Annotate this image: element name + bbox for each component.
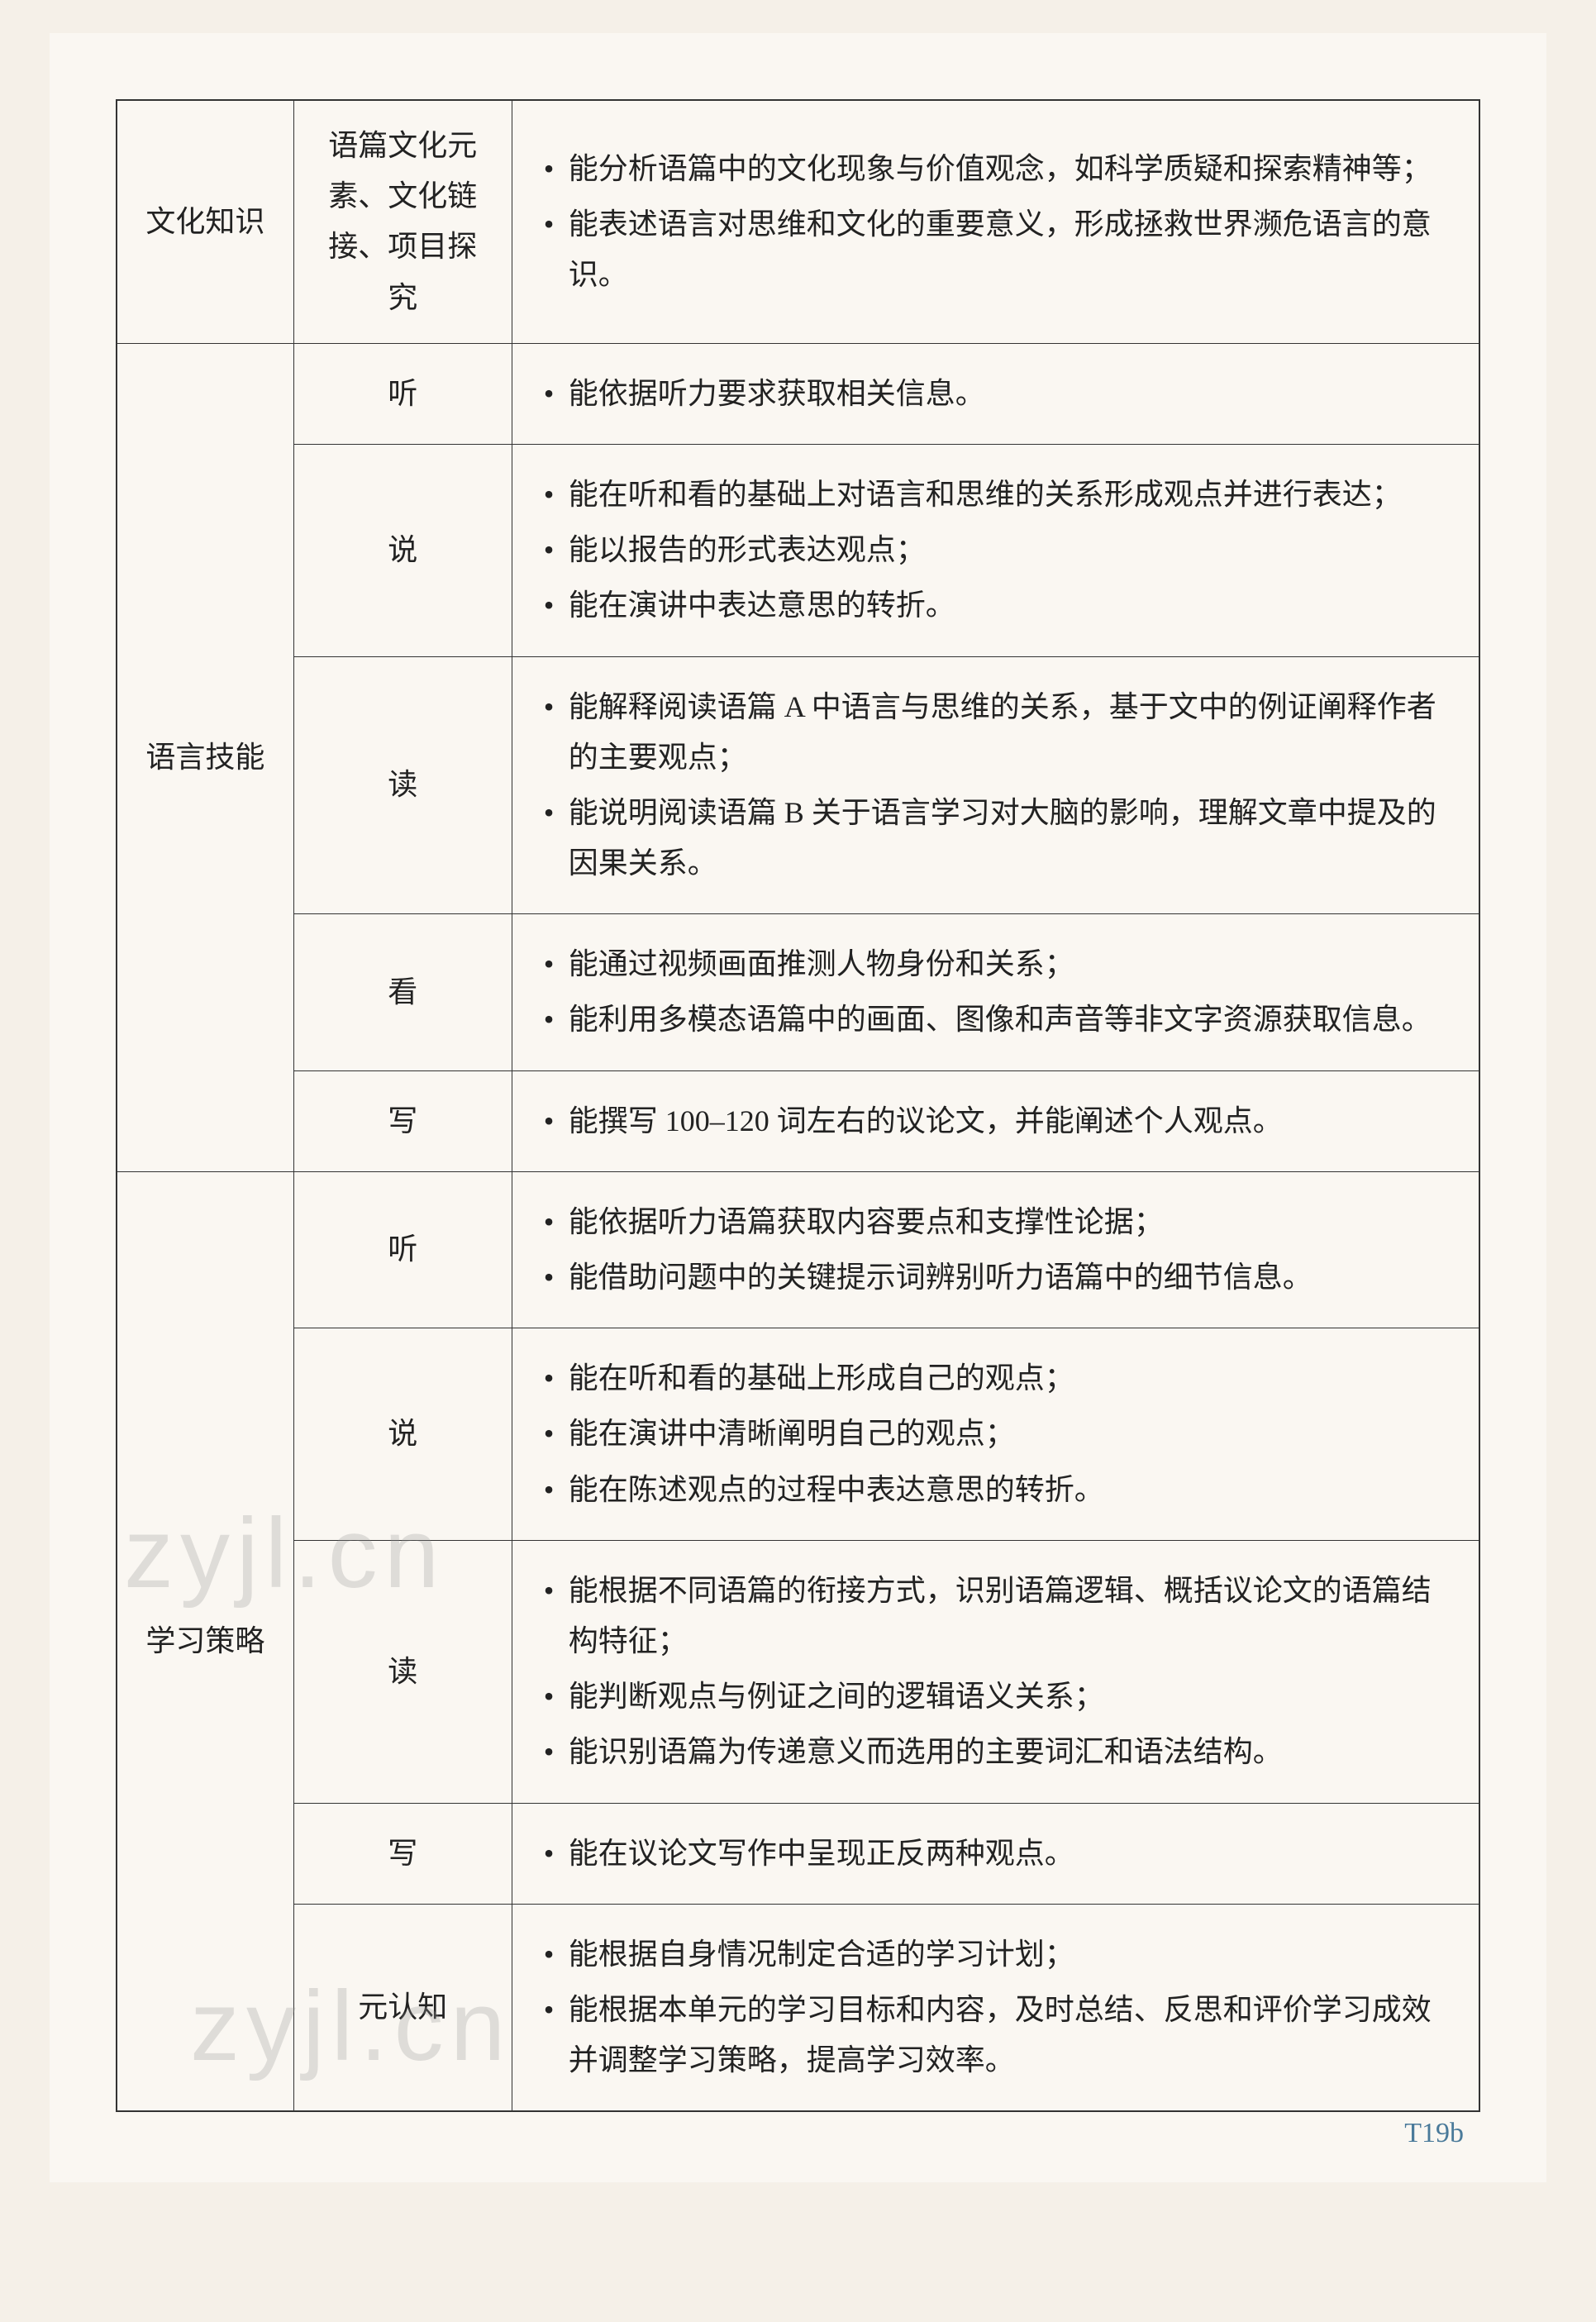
bullet-list: 能根据自身情况制定合适的学习计划； 能根据本单元的学习目标和内容，及时总结、反思… — [536, 1929, 1455, 2086]
list-item: 能依据听力要求获取相关信息。 — [536, 369, 1455, 419]
list-item: 能撰写 100–120 词左右的议论文，并能阐述个人观点。 — [536, 1096, 1455, 1147]
list-item: 能以报告的形式表达观点； — [536, 525, 1455, 575]
curriculum-table: 文化知识 语篇文化元素、文化链接、项目探究 能分析语篇中的文化现象与价值观念，如… — [116, 99, 1480, 2112]
list-item: 能表述语言对思维和文化的重要意义，形成拯救世界濒危语言的意识。 — [536, 199, 1455, 300]
table-row: 语言技能 听 能依据听力要求获取相关信息。 — [117, 343, 1479, 444]
content-cell: 能解释阅读语篇 A 中语言与思维的关系，基于文中的例证阐释作者的主要观点； 能说… — [512, 656, 1479, 914]
bullet-list: 能通过视频画面推测人物身份和关系； 能利用多模态语篇中的画面、图像和声音等非文字… — [536, 939, 1455, 1045]
list-item: 能依据听力语篇获取内容要点和支撑性论据； — [536, 1197, 1455, 1247]
subcategory-cell: 听 — [293, 343, 512, 444]
list-item: 能解释阅读语篇 A 中语言与思维的关系，基于文中的例证阐释作者的主要观点； — [536, 682, 1455, 783]
list-item: 能在演讲中清晰阐明自己的观点； — [536, 1409, 1455, 1459]
content-cell: 能依据听力语篇获取内容要点和支撑性论据； 能借助问题中的关键提示词辨别听力语篇中… — [512, 1171, 1479, 1328]
page-container: 文化知识 语篇文化元素、文化链接、项目探究 能分析语篇中的文化现象与价值观念，如… — [50, 33, 1546, 2182]
bullet-list: 能在听和看的基础上形成自己的观点； 能在演讲中清晰阐明自己的观点； 能在陈述观点… — [536, 1353, 1455, 1515]
content-cell: 能撰写 100–120 词左右的议论文，并能阐述个人观点。 — [512, 1070, 1479, 1171]
subcategory-cell: 听 — [293, 1171, 512, 1328]
content-cell: 能根据不同语篇的衔接方式，识别语篇逻辑、概括议论文的语篇结构特征； 能判断观点与… — [512, 1540, 1479, 1803]
list-item: 能分析语篇中的文化现象与价值观念，如科学质疑和探索精神等； — [536, 144, 1455, 194]
list-item: 能在议论文写作中呈现正反两种观点。 — [536, 1829, 1455, 1879]
page-number: T19b — [1404, 2118, 1464, 2149]
bullet-list: 能在听和看的基础上对语言和思维的关系形成观点并进行表达； 能以报告的形式表达观点… — [536, 470, 1455, 632]
table-row: 写 能在议论文写作中呈现正反两种观点。 — [117, 1803, 1479, 1904]
category-cell: 语言技能 — [117, 343, 293, 1171]
list-item: 能借助问题中的关键提示词辨别听力语篇中的细节信息。 — [536, 1252, 1455, 1303]
list-item: 能利用多模态语篇中的画面、图像和声音等非文字资源获取信息。 — [536, 994, 1455, 1045]
bullet-list: 能在议论文写作中呈现正反两种观点。 — [536, 1829, 1455, 1879]
table-row: 读 能解释阅读语篇 A 中语言与思维的关系，基于文中的例证阐释作者的主要观点； … — [117, 656, 1479, 914]
subcategory-cell: 语篇文化元素、文化链接、项目探究 — [293, 100, 512, 343]
bullet-list: 能撰写 100–120 词左右的议论文，并能阐述个人观点。 — [536, 1096, 1455, 1147]
content-cell: 能根据自身情况制定合适的学习计划； 能根据本单元的学习目标和内容，及时总结、反思… — [512, 1904, 1479, 2111]
category-cell: 学习策略 — [117, 1171, 293, 2111]
list-item: 能在演讲中表达意思的转折。 — [536, 580, 1455, 631]
subcategory-cell: 说 — [293, 1328, 512, 1541]
subcategory-cell: 元认知 — [293, 1904, 512, 2111]
bullet-list: 能分析语篇中的文化现象与价值观念，如科学质疑和探索精神等； 能表述语言对思维和文… — [536, 144, 1455, 301]
list-item: 能根据不同语篇的衔接方式，识别语篇逻辑、概括议论文的语篇结构特征； — [536, 1566, 1455, 1666]
subcategory-cell: 看 — [293, 914, 512, 1070]
table-row: 看 能通过视频画面推测人物身份和关系； 能利用多模态语篇中的画面、图像和声音等非… — [117, 914, 1479, 1070]
bullet-list: 能依据听力语篇获取内容要点和支撑性论据； 能借助问题中的关键提示词辨别听力语篇中… — [536, 1197, 1455, 1303]
table-row: 说 能在听和看的基础上对语言和思维的关系形成观点并进行表达； 能以报告的形式表达… — [117, 444, 1479, 656]
list-item: 能判断观点与例证之间的逻辑语义关系； — [536, 1671, 1455, 1722]
subcategory-cell: 写 — [293, 1803, 512, 1904]
table-body: 文化知识 语篇文化元素、文化链接、项目探究 能分析语篇中的文化现象与价值观念，如… — [117, 100, 1479, 2111]
list-item: 能根据自身情况制定合适的学习计划； — [536, 1929, 1455, 1980]
list-item: 能在听和看的基础上形成自己的观点； — [536, 1353, 1455, 1404]
content-cell: 能分析语篇中的文化现象与价值观念，如科学质疑和探索精神等； 能表述语言对思维和文… — [512, 100, 1479, 343]
bullet-list: 能依据听力要求获取相关信息。 — [536, 369, 1455, 419]
list-item: 能根据本单元的学习目标和内容，及时总结、反思和评价学习成效并调整学习策略，提高学… — [536, 1985, 1455, 2086]
subcategory-cell: 读 — [293, 1540, 512, 1803]
table-row: 学习策略 听 能依据听力语篇获取内容要点和支撑性论据； 能借助问题中的关键提示词… — [117, 1171, 1479, 1328]
content-cell: 能通过视频画面推测人物身份和关系； 能利用多模态语篇中的画面、图像和声音等非文字… — [512, 914, 1479, 1070]
list-item: 能识别语篇为传递意义而选用的主要词汇和语法结构。 — [536, 1727, 1455, 1777]
table-row: 读 能根据不同语篇的衔接方式，识别语篇逻辑、概括议论文的语篇结构特征； 能判断观… — [117, 1540, 1479, 1803]
subcategory-cell: 读 — [293, 656, 512, 914]
category-cell: 文化知识 — [117, 100, 293, 343]
content-cell: 能依据听力要求获取相关信息。 — [512, 343, 1479, 444]
table-row: 元认知 能根据自身情况制定合适的学习计划； 能根据本单元的学习目标和内容，及时总… — [117, 1904, 1479, 2111]
subcategory-cell: 写 — [293, 1070, 512, 1171]
list-item: 能通过视频画面推测人物身份和关系； — [536, 939, 1455, 989]
list-item: 能说明阅读语篇 B 关于语言学习对大脑的影响，理解文章中提及的因果关系。 — [536, 788, 1455, 889]
list-item: 能在听和看的基础上对语言和思维的关系形成观点并进行表达； — [536, 470, 1455, 520]
list-item: 能在陈述观点的过程中表达意思的转折。 — [536, 1465, 1455, 1515]
table-row: 写 能撰写 100–120 词左右的议论文，并能阐述个人观点。 — [117, 1070, 1479, 1171]
content-cell: 能在议论文写作中呈现正反两种观点。 — [512, 1803, 1479, 1904]
subcategory-cell: 说 — [293, 444, 512, 656]
bullet-list: 能解释阅读语篇 A 中语言与思维的关系，基于文中的例证阐释作者的主要观点； 能说… — [536, 682, 1455, 889]
table-row: 文化知识 语篇文化元素、文化链接、项目探究 能分析语篇中的文化现象与价值观念，如… — [117, 100, 1479, 343]
bullet-list: 能根据不同语篇的衔接方式，识别语篇逻辑、概括议论文的语篇结构特征； 能判断观点与… — [536, 1566, 1455, 1778]
content-cell: 能在听和看的基础上对语言和思维的关系形成观点并进行表达； 能以报告的形式表达观点… — [512, 444, 1479, 656]
content-cell: 能在听和看的基础上形成自己的观点； 能在演讲中清晰阐明自己的观点； 能在陈述观点… — [512, 1328, 1479, 1541]
table-row: 说 能在听和看的基础上形成自己的观点； 能在演讲中清晰阐明自己的观点； 能在陈述… — [117, 1328, 1479, 1541]
